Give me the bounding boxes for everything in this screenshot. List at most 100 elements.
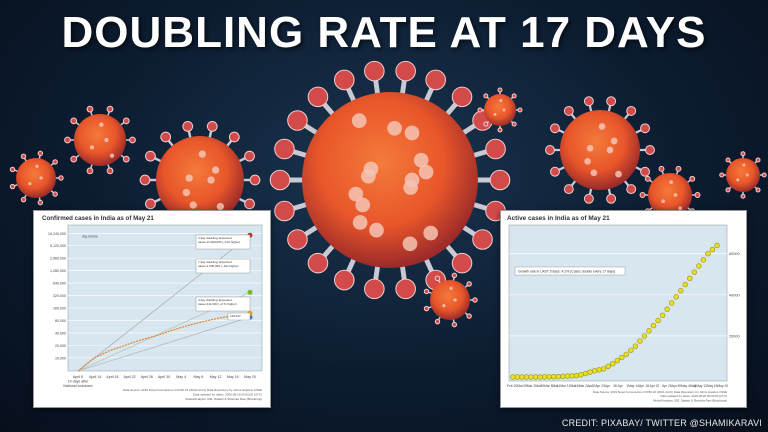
virus-spike-tip [451,321,458,328]
virus-surface-dot [586,144,594,152]
data-point [510,374,516,380]
virus-spike-tip [755,157,761,163]
virus-body [726,158,760,192]
virus-spike-tip [725,187,731,193]
virus-surface-dot [449,286,453,290]
data-point [564,373,571,379]
virus-surface-dot [402,236,418,252]
virus-spike-tip [517,107,523,113]
virus-spike-tip [583,193,594,204]
series-endpoint [247,289,253,295]
virus-spike-tip [106,167,114,175]
annotation-text: Growth rate in LAST 5 days: 4.2% (Cases … [518,270,615,274]
virus-surface-dot [584,158,591,165]
virus-surface-dot [198,150,206,158]
virus-spike-tip [106,105,114,113]
virus-spike-tip [86,105,94,113]
virus-spike-tip [334,269,355,291]
data-point [555,373,562,380]
virus-spike-tip [497,127,503,133]
virus-spike-tip [563,105,574,116]
data-point [637,338,643,344]
data-point [560,373,566,380]
virus-surface-dot [598,123,606,130]
virus-spike-tip [477,107,483,113]
x-tick-label: 30Mar 6Mar [540,384,559,388]
virus-spike-tip [640,166,650,177]
virus-surface-dot [745,173,749,177]
virus-spike-tip [761,172,767,178]
callout-box [195,234,251,250]
virus-spike-tip [9,166,16,173]
virus-surface-dot [610,137,618,145]
virus-spike-tip [639,192,646,198]
plot-area [508,224,728,382]
callout-text: 4 day doubling: Expected [198,236,232,240]
series-line [77,312,251,372]
virus-spike-tip [9,183,16,190]
virus-body [156,136,244,224]
virus-spike-tip [511,121,517,127]
virus-spike-tip [689,175,696,182]
virus-spike-tip [122,117,130,125]
virus-spike-tip [489,169,511,191]
data-point [632,343,639,349]
virus-spike-tip [434,275,441,282]
virus-spike-tip [451,86,473,108]
virus-spike-tip [583,96,594,107]
virus-surface-dot [493,113,497,117]
data-point [596,367,602,373]
virus-surface-dot [404,125,420,141]
x-tick-label: 26 Apr [613,384,623,388]
data-point [532,374,539,380]
x-tick-label: April 30 [158,375,170,379]
y-tick-label: 160,000 [53,307,66,311]
virus-spike-tip [451,272,458,279]
virus-spike-tip [466,313,472,319]
virus-spike-tip [228,131,240,143]
virus-particle [9,150,64,206]
x-tick-label: 30May 4May [677,384,696,388]
virus-surface-dot [499,99,503,103]
virus-surface-dot [502,108,506,112]
virus-spike-tip [287,110,308,131]
y-tick-label: 40000 [729,293,740,297]
virus-surface-dot [104,137,109,143]
y-tick-label: 10,240,000 [48,232,66,236]
virus-particle [545,96,655,204]
data-point [528,374,534,380]
footnote: Data Source: 2019 Novel Coronavirus COVI… [123,388,262,392]
x-tick-label: 8May 12May [694,384,713,388]
data-point [650,322,657,329]
series-line [77,316,251,372]
virus-surface-dot [669,180,673,184]
x-tick-label: 16Mar 2Apr [575,384,593,388]
data-point [691,269,698,275]
data-point [569,373,575,379]
footnote: Data updated for dates: 2020-05-20 00:00… [660,394,727,398]
virus-surface-dot [211,166,220,174]
data-point [587,369,593,375]
virus-surface-dot [615,170,622,178]
x-tick-label: 18 Apr 22 [645,384,659,388]
virus-surface-dot [39,176,43,180]
headline-title: DOUBLING RATE AT 17 DAYS [61,8,707,57]
virus-spike-tip [483,121,489,127]
virus-spike-tip [645,145,655,155]
callout-text: 4 day doubling: Expected [198,298,232,302]
data-point [551,373,557,380]
virus-spike-tip [545,145,555,155]
virus-spike-tip [364,60,385,82]
x-tick-label: April 6 [73,375,83,379]
virus-spike-tip [274,138,295,160]
data-point [668,300,675,306]
data-point [659,312,666,319]
x-tick-label: 25Mar 2Mar [523,384,542,388]
virus-spike-tip [626,105,637,116]
data-point [591,368,598,374]
data-point [682,281,688,288]
x-tick-label: May 12 [210,375,222,379]
virus-spike-tip [37,199,44,206]
virus-spike-tip [307,86,329,108]
virus-spike-tip [423,305,430,312]
